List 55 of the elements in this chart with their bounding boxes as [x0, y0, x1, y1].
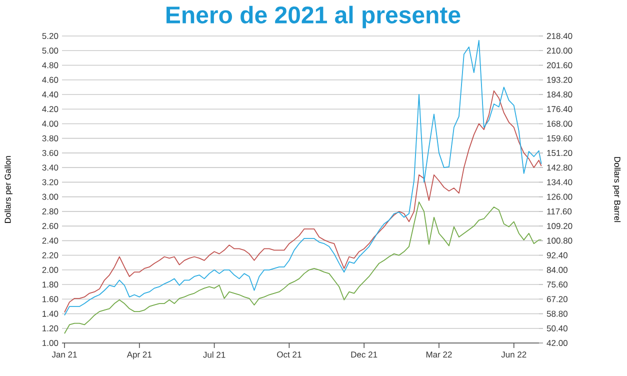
x-tick-label: Dec 21	[351, 352, 378, 358]
y2-tick-label: 84.00	[546, 266, 568, 273]
y2-tick-label: 75.60	[546, 282, 568, 288]
y-tick-label: 1.60	[42, 296, 58, 302]
y-tick-label: 2.60	[42, 223, 58, 230]
y-tick-label: 5.20	[42, 33, 58, 40]
y2-tick-label: 117.60	[547, 208, 572, 214]
y2-tick-label: 126.00	[547, 194, 572, 200]
y-tick-label: 4.60	[42, 76, 58, 83]
y2-tick-label: 58.80	[546, 310, 568, 317]
y-tick-label: 3.20	[42, 179, 58, 186]
y-tick-label: 3.40	[42, 164, 58, 171]
y-tick-label: 1.80	[42, 282, 58, 288]
y2-axis-title: Dollars per Barrel	[612, 157, 621, 222]
x-tick-label: Jun 22	[501, 352, 526, 358]
y2-tick-label: 193.20	[547, 76, 572, 83]
y-tick-label: 2.80	[42, 208, 58, 214]
y-axis-title: Dollars per Gallon	[4, 156, 12, 223]
y-tick-label: 2.20	[42, 252, 58, 258]
y2-tick-label: 109.20	[547, 223, 572, 230]
x-tick-label: Apr 21	[126, 352, 152, 360]
x-tick-label: Jul 21	[203, 352, 226, 358]
y-tick-label: 5.00	[42, 48, 58, 54]
y2-tick-label: 176.40	[547, 106, 572, 112]
y-tick-label: 2.40	[42, 238, 58, 244]
y-tick-label: 4.00	[42, 120, 58, 127]
y2-tick-label: 100.80	[547, 238, 572, 244]
y2-tick-label: 42.00	[546, 340, 568, 346]
y-tick-label: 4.20	[42, 106, 58, 112]
y2-tick-label: 142.80	[547, 164, 572, 171]
y2-tick-label: 151.20	[547, 150, 572, 156]
y-tick-label: 4.80	[42, 62, 58, 68]
x-tick-label: Jan 21	[52, 352, 77, 358]
y-tick-label: 3.80	[42, 135, 58, 142]
y2-tick-label: 134.40	[547, 179, 572, 186]
y-tick-label: 1.40	[42, 310, 58, 317]
y-tick-label: 1.20	[42, 325, 58, 332]
y2-tick-label: 168.00	[547, 120, 572, 127]
y2-tick-label: 159.60	[547, 135, 572, 142]
y2-tick-label: 67.20	[546, 296, 568, 302]
y-tick-label: 2.00	[42, 266, 58, 273]
y2-tick-label: 201.60	[546, 62, 572, 68]
y2-tick-label: 210.00	[546, 48, 572, 54]
y-tick-label: 3.60	[42, 150, 58, 156]
y-tick-label: 1.00	[42, 340, 58, 346]
y2-tick-label: 50.40	[546, 325, 568, 332]
x-tick-label: Oct 21	[277, 352, 302, 358]
line-series	[64, 201, 542, 334]
y2-tick-label: 218.40	[546, 33, 572, 40]
y2-tick-label: 92.40	[546, 252, 568, 258]
y2-tick-label: 184.80	[547, 91, 572, 98]
chart-title: Enero de 2021 al presente	[166, 6, 460, 28]
y-tick-label: 4.40	[42, 91, 58, 98]
x-tick-label: Mar 22	[426, 352, 452, 358]
y-tick-label: 3.00	[42, 194, 58, 200]
